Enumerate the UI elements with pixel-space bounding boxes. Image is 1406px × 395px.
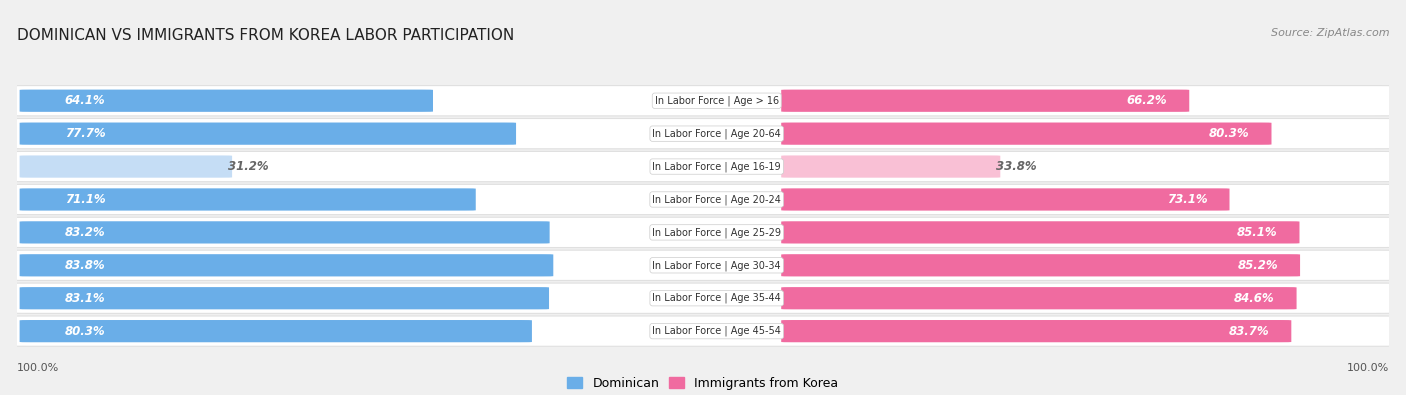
Text: 83.7%: 83.7%	[1229, 325, 1270, 338]
FancyBboxPatch shape	[20, 320, 531, 342]
Text: 84.6%: 84.6%	[1234, 292, 1275, 305]
Text: 71.1%: 71.1%	[65, 193, 105, 206]
Text: In Labor Force | Age 20-24: In Labor Force | Age 20-24	[652, 194, 782, 205]
Text: 83.8%: 83.8%	[65, 259, 105, 272]
FancyBboxPatch shape	[782, 90, 1189, 112]
Text: 100.0%: 100.0%	[1347, 363, 1389, 373]
FancyBboxPatch shape	[20, 90, 433, 112]
FancyBboxPatch shape	[3, 184, 1403, 214]
FancyBboxPatch shape	[3, 283, 1403, 313]
Text: 83.1%: 83.1%	[65, 292, 105, 305]
FancyBboxPatch shape	[3, 217, 1403, 248]
FancyBboxPatch shape	[3, 118, 1403, 149]
Text: 85.2%: 85.2%	[1237, 259, 1278, 272]
FancyBboxPatch shape	[20, 221, 550, 243]
FancyBboxPatch shape	[782, 122, 1271, 145]
Text: In Labor Force | Age 45-54: In Labor Force | Age 45-54	[652, 326, 782, 337]
Text: 66.2%: 66.2%	[1126, 94, 1167, 107]
Text: 85.1%: 85.1%	[1237, 226, 1278, 239]
Text: 100.0%: 100.0%	[17, 363, 59, 373]
Legend: Dominican, Immigrants from Korea: Dominican, Immigrants from Korea	[562, 372, 844, 395]
Text: 33.8%: 33.8%	[997, 160, 1036, 173]
Text: 80.3%: 80.3%	[1209, 127, 1250, 140]
FancyBboxPatch shape	[20, 122, 516, 145]
FancyBboxPatch shape	[20, 254, 554, 276]
FancyBboxPatch shape	[3, 86, 1403, 116]
Text: 64.1%: 64.1%	[65, 94, 105, 107]
Text: 83.2%: 83.2%	[65, 226, 105, 239]
Text: In Labor Force | Age 35-44: In Labor Force | Age 35-44	[652, 293, 782, 303]
FancyBboxPatch shape	[20, 287, 548, 309]
Text: In Labor Force | Age 25-29: In Labor Force | Age 25-29	[652, 227, 782, 238]
Text: In Labor Force | Age 16-19: In Labor Force | Age 16-19	[652, 161, 782, 172]
FancyBboxPatch shape	[782, 287, 1296, 309]
FancyBboxPatch shape	[3, 250, 1403, 280]
FancyBboxPatch shape	[20, 155, 232, 178]
FancyBboxPatch shape	[3, 316, 1403, 346]
FancyBboxPatch shape	[782, 221, 1299, 243]
Text: In Labor Force | Age 20-64: In Labor Force | Age 20-64	[652, 128, 782, 139]
Text: Source: ZipAtlas.com: Source: ZipAtlas.com	[1271, 28, 1389, 38]
Text: DOMINICAN VS IMMIGRANTS FROM KOREA LABOR PARTICIPATION: DOMINICAN VS IMMIGRANTS FROM KOREA LABOR…	[17, 28, 515, 43]
Text: 31.2%: 31.2%	[228, 160, 269, 173]
FancyBboxPatch shape	[782, 320, 1291, 342]
Text: In Labor Force | Age > 16: In Labor Force | Age > 16	[655, 96, 779, 106]
FancyBboxPatch shape	[782, 155, 1000, 178]
Text: 80.3%: 80.3%	[65, 325, 105, 338]
FancyBboxPatch shape	[782, 254, 1301, 276]
Text: 77.7%: 77.7%	[65, 127, 105, 140]
FancyBboxPatch shape	[20, 188, 475, 211]
Text: In Labor Force | Age 30-34: In Labor Force | Age 30-34	[652, 260, 782, 271]
Text: 73.1%: 73.1%	[1167, 193, 1208, 206]
FancyBboxPatch shape	[3, 151, 1403, 182]
FancyBboxPatch shape	[782, 188, 1229, 211]
